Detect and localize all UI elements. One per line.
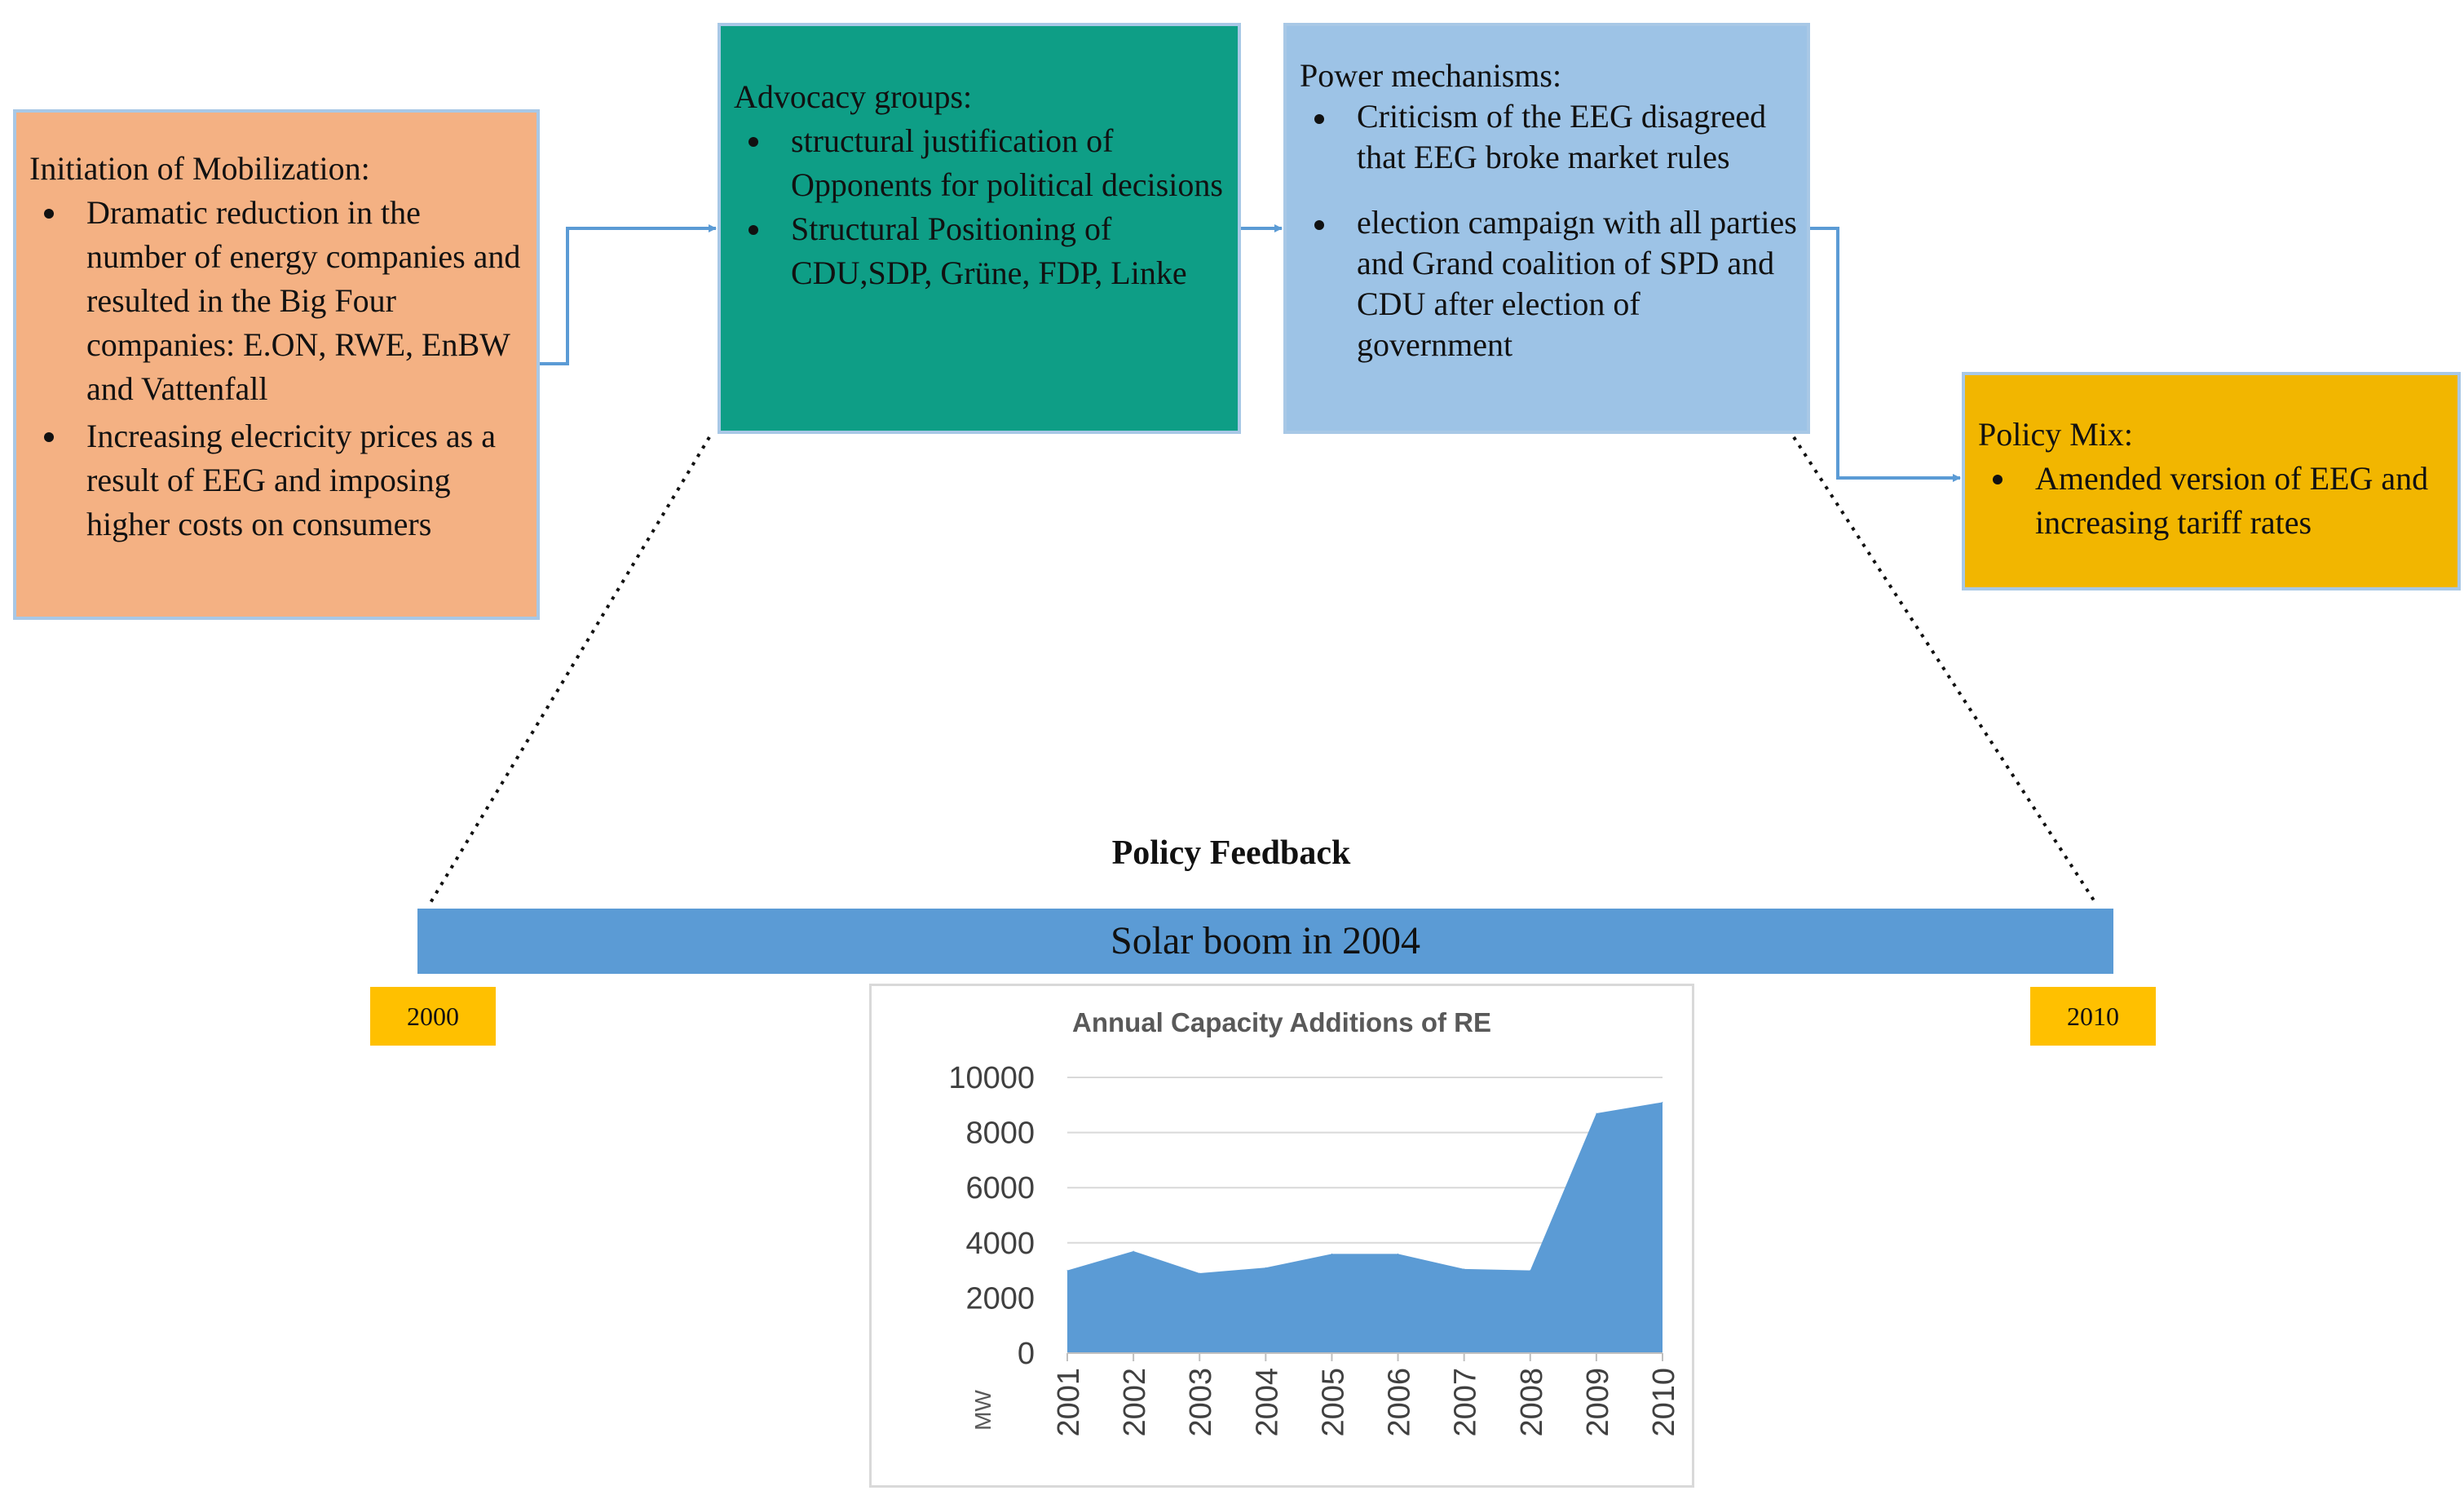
advocacy-bullet: structural justification of Opponents fo…	[734, 119, 1230, 207]
x-tick-label: 2003	[1184, 1368, 1218, 1437]
data-point	[1265, 1267, 1266, 1268]
y-tick-label: 8000	[965, 1117, 1035, 1151]
advocacy-bullet-list: structural justification of Opponents fo…	[734, 119, 1230, 295]
start-year-label: 2000	[370, 987, 496, 1046]
policy-mix-heading: Policy Mix:	[1978, 416, 2134, 453]
power-bullet: election campaign with all parties and G…	[1300, 202, 1799, 365]
solar-boom-bar: Solar boom in 2004	[417, 909, 2113, 974]
arrow-power-to-policy-mix	[1810, 227, 1961, 482]
policy-mix-bullet: Amended version of EEG and increasing ta…	[1978, 457, 2449, 545]
arrow-initiation-to-advocacy	[540, 224, 717, 365]
power-bullet: Criticism of the EEG disagreed that EEG …	[1300, 96, 1799, 178]
x-tick-label: 2010	[1647, 1368, 1681, 1437]
initiation-bullet-list: Dramatic reduction in the number of ener…	[29, 191, 525, 546]
policy-mix-box: Policy Mix: Amended version of EEG and i…	[1962, 372, 2461, 590]
x-tick-label: 2009	[1581, 1368, 1615, 1437]
dotted-line-left	[427, 436, 711, 907]
x-tick-label: 2005	[1316, 1368, 1350, 1437]
data-point	[1133, 1250, 1134, 1252]
area-series-fill	[1067, 1102, 1663, 1353]
y-tick-label: 6000	[965, 1171, 1035, 1205]
policy-mix-bullet-list: Amended version of EEG and increasing ta…	[1978, 457, 2449, 545]
x-tick-label: 2004	[1250, 1368, 1284, 1437]
initiation-heading: Initiation of Mobilization:	[29, 150, 370, 187]
power-mechanisms-box: Power mechanisms: Criticism of the EEG d…	[1283, 23, 1810, 434]
y-axis-label: MW	[970, 1390, 996, 1431]
capacity-chart: Annual Capacity Additions of RE 0 2000 4000…	[869, 984, 1694, 1488]
advocacy-heading: Advocacy groups:	[734, 78, 973, 115]
x-tick-label: 2002	[1118, 1368, 1152, 1437]
initiation-bullet: Dramatic reduction in the number of ener…	[29, 191, 525, 411]
data-point	[1066, 1270, 1068, 1272]
capacity-chart-svg: Annual Capacity Additions of RE 0 2000 4000…	[948, 1007, 1681, 1437]
advocacy-groups-box: Advocacy groups: structural justificatio…	[718, 23, 1241, 434]
power-bullet-list: Criticism of the EEG disagreed that EEG …	[1300, 96, 1799, 365]
power-heading: Power mechanisms:	[1300, 57, 1562, 94]
y-tick-label: 4000	[965, 1227, 1035, 1261]
initiation-of-mobilization-box: Initiation of Mobilization: Dramatic red…	[13, 109, 540, 620]
policy-feedback-title: Policy Feedback	[1111, 834, 1351, 872]
end-year-label: 2010	[2030, 987, 2156, 1046]
y-tick-label: 10000	[948, 1061, 1035, 1095]
x-tick-label: 2008	[1515, 1368, 1549, 1437]
y-tick-label: 0	[1018, 1337, 1035, 1371]
data-point	[1199, 1272, 1200, 1274]
x-tick-label: 2006	[1383, 1368, 1417, 1437]
y-tick-label: 2000	[965, 1281, 1035, 1316]
initiation-bullet: Increasing elecricity prices as a result…	[29, 414, 525, 546]
advocacy-bullet: Structural Positioning of CDU,SDP, Grüne…	[734, 207, 1230, 295]
x-tick-label: 2001	[1052, 1368, 1086, 1437]
chart-title: Annual Capacity Additions of RE	[1072, 1007, 1491, 1037]
x-tick-label: 2007	[1449, 1368, 1483, 1437]
